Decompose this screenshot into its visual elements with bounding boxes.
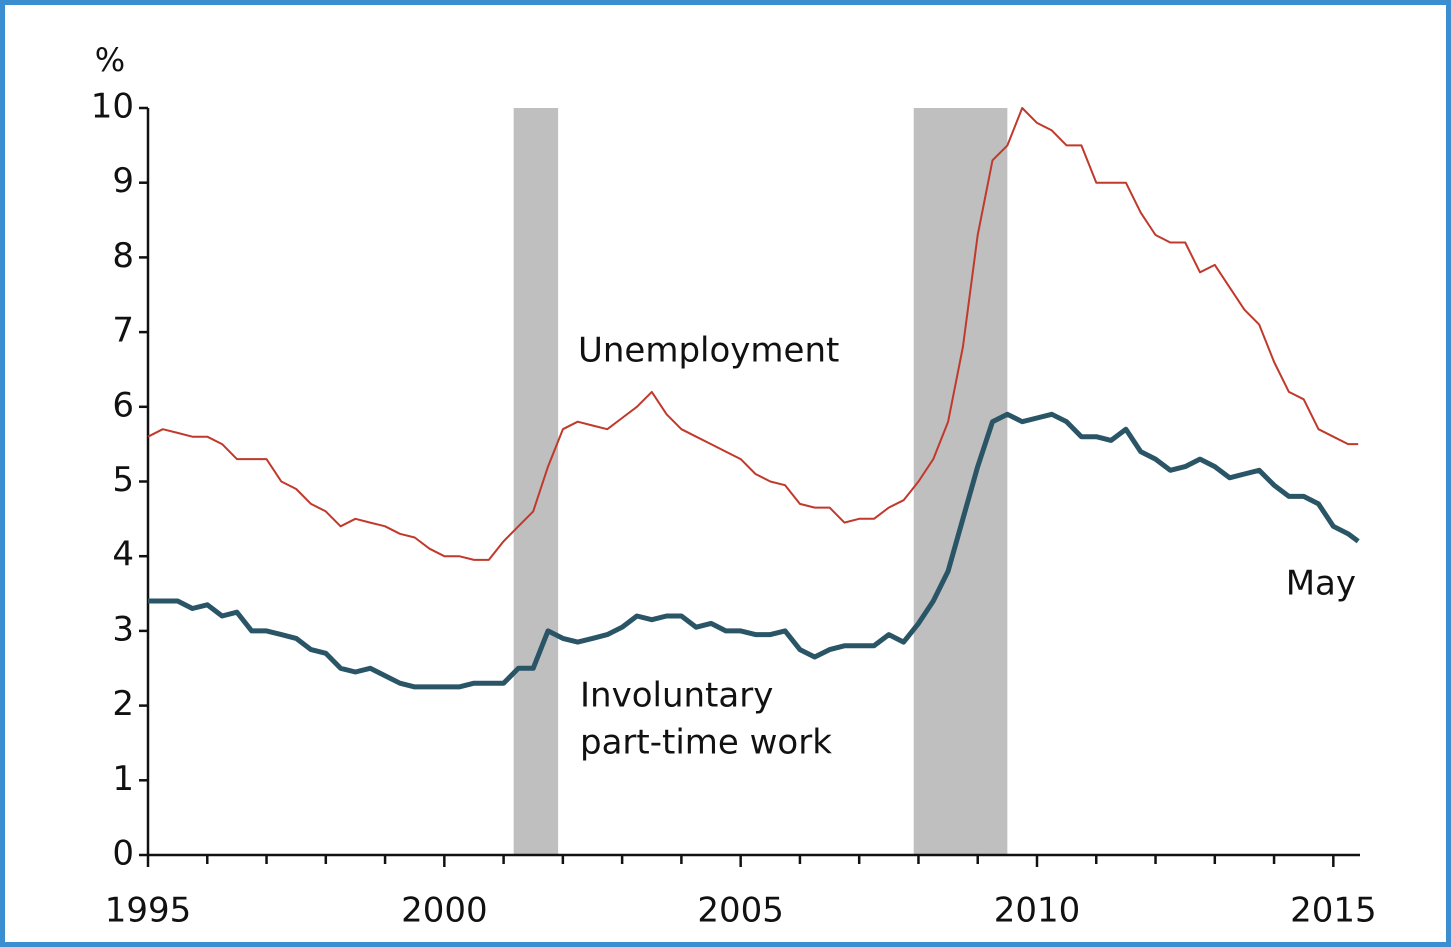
- y-unit-label: %: [95, 41, 125, 79]
- annotation: Involuntary: [580, 676, 773, 716]
- y-tick-label: 0: [112, 834, 134, 874]
- annotation: Unemployment: [578, 331, 839, 371]
- y-tick-label: 6: [112, 385, 134, 425]
- x-tick-label: 2000: [401, 891, 488, 931]
- series-line: [148, 411, 1360, 690]
- recession-band: [513, 108, 559, 855]
- x-tick-label: 2015: [1290, 891, 1377, 931]
- annotation: part-time work: [580, 723, 832, 763]
- y-tick-label: 7: [112, 311, 134, 351]
- y-tick-label: 3: [112, 609, 134, 649]
- y-tick-label: 9: [112, 161, 134, 201]
- y-tick-label: 10: [91, 87, 134, 127]
- y-tick-label: 2: [112, 684, 134, 724]
- annotation: May: [1286, 564, 1356, 604]
- series-line: [147, 107, 1359, 561]
- y-tick-label: 1: [112, 759, 134, 799]
- recession-band: [913, 108, 1008, 855]
- y-tick-label: 5: [112, 460, 134, 500]
- x-tick-label: 2010: [994, 891, 1081, 931]
- x-tick-label: 1995: [105, 891, 192, 931]
- x-tick-label: 2005: [697, 891, 784, 931]
- y-tick-label: 8: [112, 236, 134, 276]
- y-tick-label: 4: [112, 535, 134, 575]
